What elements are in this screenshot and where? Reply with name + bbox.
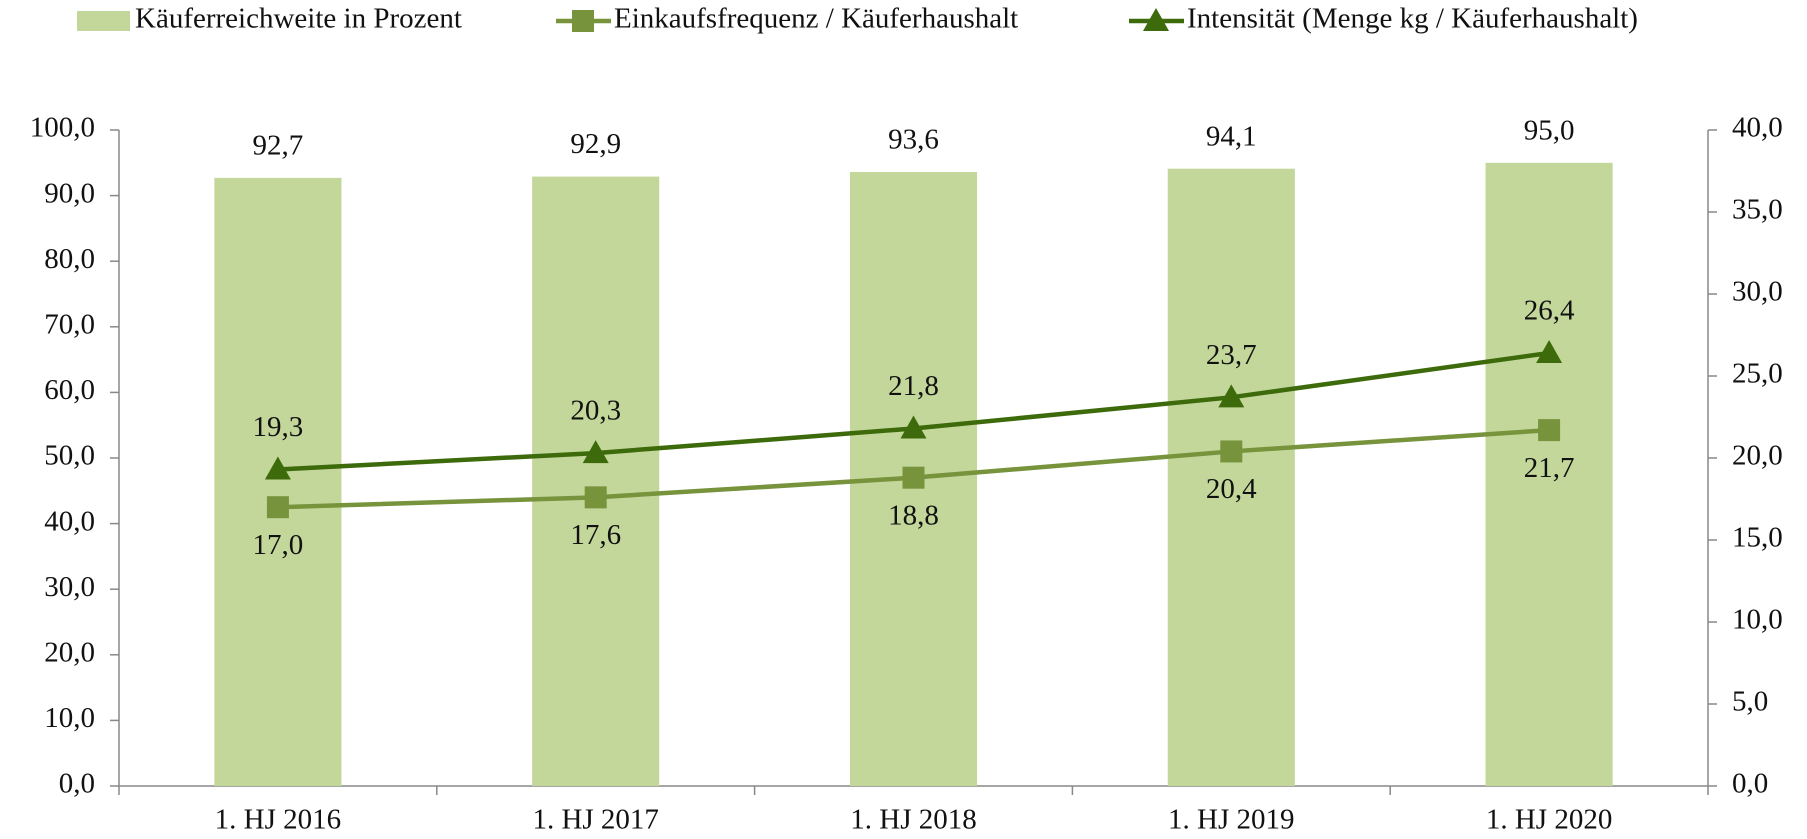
data-label: 18,8 — [888, 499, 939, 531]
y2-tick-label: 40,0 — [1732, 112, 1783, 144]
y2-tick-label: 35,0 — [1732, 194, 1783, 226]
y2-tick-label: 15,0 — [1732, 522, 1783, 554]
data-label: 17,0 — [253, 529, 304, 561]
y-tick-label: 70,0 — [44, 308, 95, 340]
data-label: 92,7 — [253, 130, 304, 162]
y-tick-label: 60,0 — [44, 374, 95, 406]
marker — [902, 466, 925, 489]
marker — [1538, 419, 1561, 442]
y-tick-label: 100,0 — [30, 112, 95, 144]
data-label: 19,3 — [253, 411, 304, 443]
legend-swatch — [77, 11, 130, 31]
data-label: 17,6 — [570, 519, 621, 551]
y2-tick-label: 10,0 — [1732, 604, 1783, 636]
data-label: 92,9 — [570, 128, 621, 160]
y-tick-label: 90,0 — [44, 177, 95, 209]
y2-tick-label: 5,0 — [1732, 686, 1768, 718]
legend-label: Käuferreichweite in Prozent — [135, 3, 462, 35]
legend-marker — [572, 10, 594, 32]
data-label: 21,8 — [888, 370, 939, 402]
x-tick-label: 1. HJ 2016 — [215, 804, 341, 836]
y2-tick-label: 25,0 — [1732, 358, 1783, 390]
marker — [266, 496, 289, 519]
marker — [584, 486, 607, 509]
bar — [214, 177, 342, 786]
marker — [264, 456, 291, 480]
x-tick-label: 1. HJ 2019 — [1168, 804, 1294, 836]
y-tick-label: 50,0 — [44, 440, 95, 472]
y2-tick-label: 20,0 — [1732, 440, 1783, 472]
x-tick-label: 1. HJ 2018 — [850, 804, 976, 836]
legend-label: Intensität (Menge kg / Käuferhaushalt) — [1187, 3, 1638, 35]
y-tick-label: 80,0 — [44, 243, 95, 275]
bar — [1167, 168, 1295, 787]
data-label: 23,7 — [1206, 339, 1257, 371]
legend-marker — [1143, 8, 1169, 31]
marker — [1220, 440, 1243, 463]
data-label: 95,0 — [1524, 114, 1575, 146]
y2-tick-label: 0,0 — [1732, 768, 1768, 800]
marker — [1536, 340, 1563, 364]
marker — [900, 415, 927, 439]
y-tick-label: 0,0 — [59, 768, 95, 800]
legend-label: Einkaufsfrequenz / Käuferhaushalt — [614, 3, 1018, 35]
data-label: 94,1 — [1206, 120, 1257, 152]
y-tick-label: 40,0 — [44, 505, 95, 537]
x-tick-label: 1. HJ 2020 — [1486, 804, 1612, 836]
marker — [1218, 384, 1245, 408]
y-tick-label: 10,0 — [44, 702, 95, 734]
data-label: 20,3 — [570, 395, 621, 427]
data-label: 20,4 — [1206, 473, 1257, 505]
data-label: 26,4 — [1524, 295, 1575, 327]
y2-tick-label: 30,0 — [1732, 276, 1783, 308]
marker — [582, 440, 609, 464]
bar — [1485, 162, 1613, 787]
x-tick-label: 1. HJ 2017 — [532, 804, 658, 836]
y-tick-label: 20,0 — [44, 636, 95, 668]
data-label: 21,7 — [1524, 452, 1575, 484]
data-label: 93,6 — [888, 124, 939, 156]
y-tick-label: 30,0 — [44, 571, 95, 603]
bar — [532, 176, 660, 787]
